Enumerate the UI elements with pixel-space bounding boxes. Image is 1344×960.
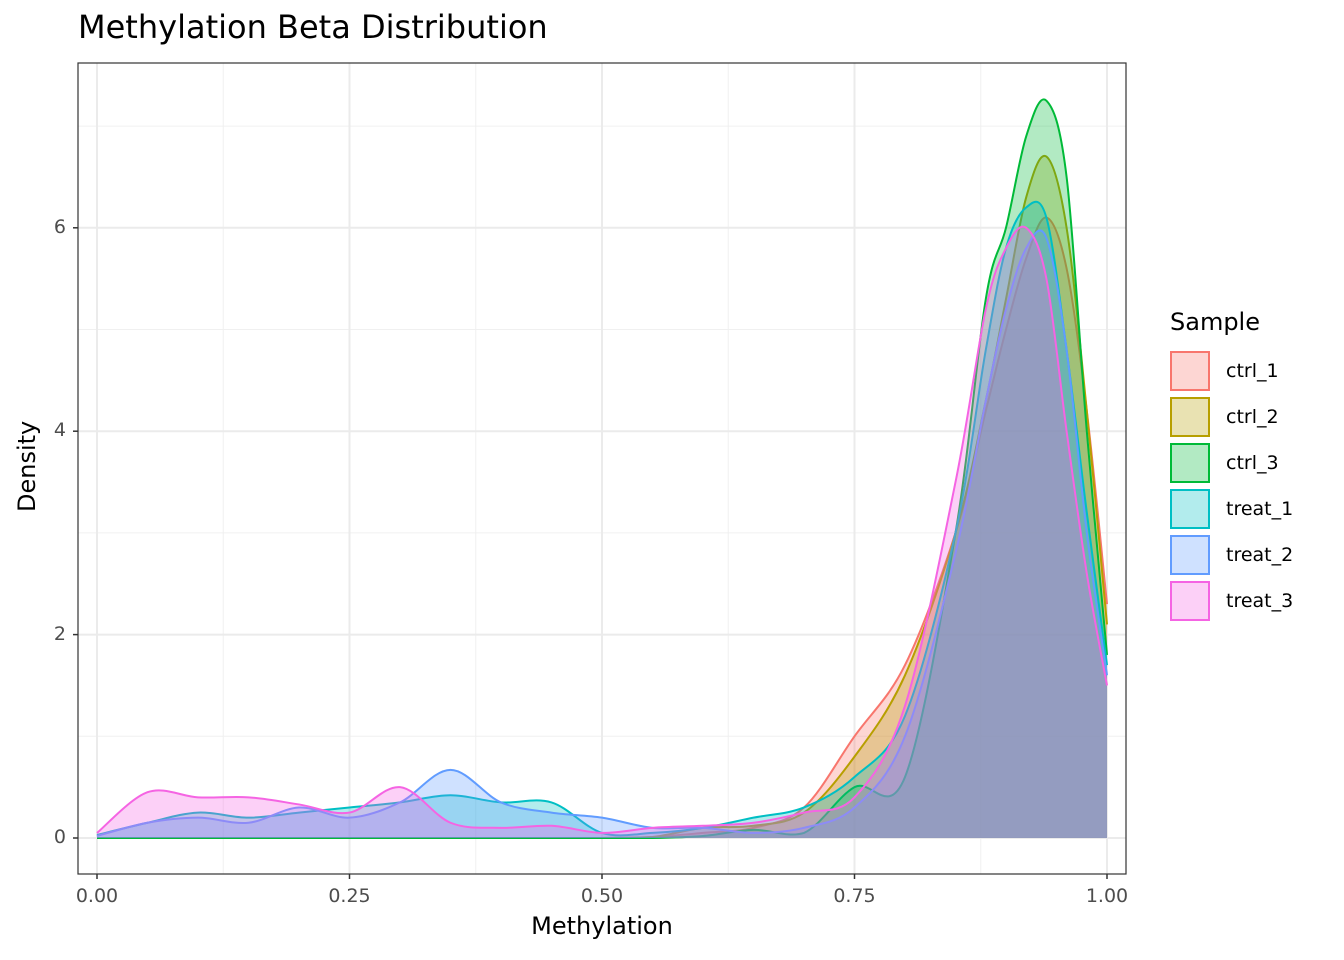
x-tick-label: 0.00	[75, 885, 119, 907]
x-tick-label: 1.00	[1085, 885, 1129, 907]
density-treat_2	[96, 229, 1108, 838]
legend-item-ctrl_3: ctrl_3	[1170, 440, 1293, 486]
legend-title: Sample	[1170, 308, 1260, 336]
legend-swatch	[1170, 443, 1210, 483]
legend-swatch	[1170, 535, 1210, 575]
legend-swatch	[1170, 581, 1210, 621]
legend-swatch	[1170, 489, 1210, 529]
legend-item-treat_2: treat_2	[1170, 532, 1293, 578]
x-tick-label: 0.50	[580, 885, 624, 907]
legend-label: treat_3	[1226, 590, 1294, 612]
density-treat_3	[96, 225, 1108, 839]
x-axis-label: Methylation	[531, 912, 673, 940]
legend-label: treat_1	[1226, 498, 1294, 520]
legend-swatch	[1170, 397, 1210, 437]
x-tick-label: 0.25	[328, 885, 371, 907]
legend-item-ctrl_2: ctrl_2	[1170, 394, 1293, 440]
legend-item-treat_1: treat_1	[1170, 486, 1293, 532]
legend-label: ctrl_2	[1226, 406, 1279, 428]
chart-title: Methylation Beta Distribution	[78, 8, 548, 46]
legend-label: ctrl_1	[1226, 360, 1279, 382]
x-tick-label: 0.75	[833, 885, 876, 907]
legend-item-ctrl_1: ctrl_1	[1170, 348, 1293, 394]
legend-label: ctrl_3	[1226, 452, 1279, 474]
y-tick-label: 4	[53, 419, 66, 442]
legend-swatch	[1170, 351, 1210, 391]
legend-item-treat_3: treat_3	[1170, 578, 1293, 624]
y-tick-label: 0	[53, 826, 66, 848]
legend-label: treat_2	[1226, 544, 1294, 566]
y-tick-label: 6	[53, 215, 66, 238]
y-tick-label: 2	[53, 622, 66, 645]
density-ctrl_3	[97, 98, 1108, 839]
